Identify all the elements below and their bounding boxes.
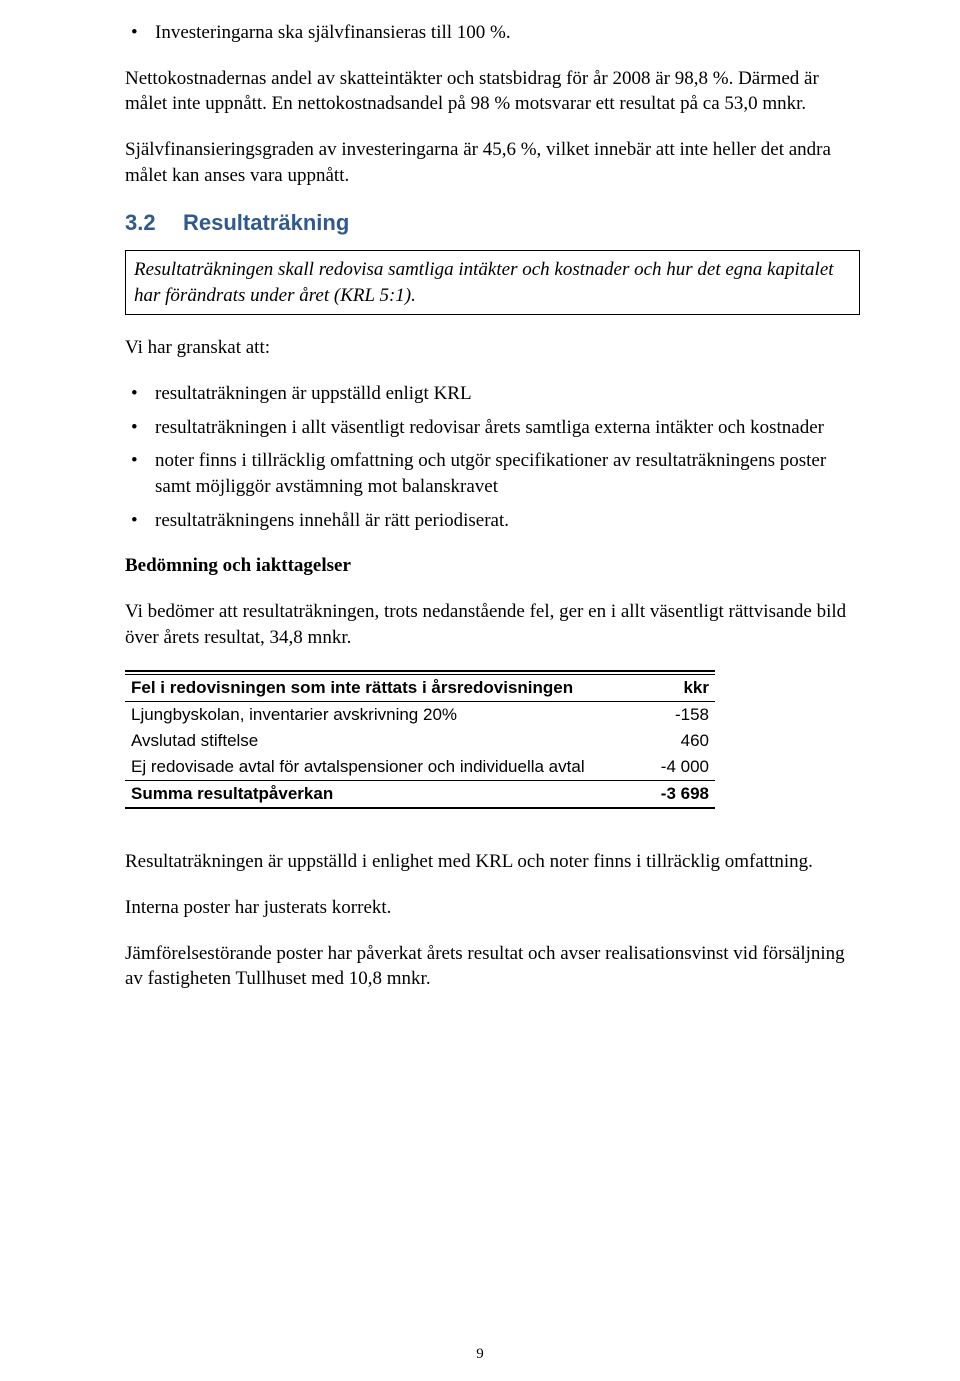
section-number: 3.2	[125, 210, 183, 236]
checklist: resultaträkningen är uppställd enligt KR…	[125, 381, 860, 533]
table-cell-value: -158	[647, 702, 715, 729]
checklist-item: resultaträkningen i allt väsentligt redo…	[125, 415, 860, 441]
intro-bullet-item: Investeringarna ska självfinansieras til…	[125, 20, 860, 46]
checklist-item: resultaträkningens innehåll är rätt peri…	[125, 508, 860, 534]
paragraph-1: Nettokostnadernas andel av skatteintäkte…	[125, 66, 860, 117]
paragraph-7: Jämförelsestörande poster har påverkat å…	[125, 941, 860, 992]
table-row: Ljungbyskolan, inventarier avskrivning 2…	[125, 702, 715, 729]
page-number: 9	[0, 1346, 960, 1363]
paragraph-6: Interna poster har justerats korrekt.	[125, 895, 860, 921]
section-title: Resultaträkning	[183, 210, 349, 235]
table-header-label: Fel i redovisningen som inte rättats i å…	[125, 675, 647, 702]
page: Investeringarna ska självfinansieras til…	[0, 0, 960, 1381]
table-cell-value: 460	[647, 728, 715, 754]
table-footer-label: Summa resultatpåverkan	[125, 781, 647, 809]
callout-box: Resultaträkningen skall redovisa samtlig…	[125, 250, 860, 315]
table-row: Ej redovisade avtal för avtalspensioner …	[125, 754, 715, 781]
table-footer-row: Summa resultatpåverkan -3 698	[125, 781, 715, 809]
assessment-heading: Bedömning och iakttagelser	[125, 553, 860, 579]
checklist-item: resultaträkningen är uppställd enligt KR…	[125, 381, 860, 407]
paragraph-3: Vi har granskat att:	[125, 335, 860, 361]
table-cell-label: Ljungbyskolan, inventarier avskrivning 2…	[125, 702, 647, 729]
paragraph-5: Resultaträkningen är uppställd i enlighe…	[125, 849, 860, 875]
table-header-value: kkr	[647, 675, 715, 702]
table-cell-label: Avslutad stiftelse	[125, 728, 647, 754]
paragraph-2: Självfinansieringsgraden av investeringa…	[125, 137, 860, 188]
checklist-item: noter finns i tillräcklig omfattning och…	[125, 448, 860, 499]
error-table: Fel i redovisningen som inte rättats i å…	[125, 670, 715, 809]
table-row: Avslutad stiftelse 460	[125, 728, 715, 754]
table-cell-value: -4 000	[647, 754, 715, 781]
table-footer-value: -3 698	[647, 781, 715, 809]
section-heading: 3.2Resultaträkning	[125, 210, 860, 236]
intro-bullet-list: Investeringarna ska självfinansieras til…	[125, 20, 860, 46]
paragraph-4: Vi bedömer att resultaträkningen, trots …	[125, 599, 860, 650]
table-cell-label: Ej redovisade avtal för avtalspensioner …	[125, 754, 647, 781]
table-header-row: Fel i redovisningen som inte rättats i å…	[125, 675, 715, 702]
